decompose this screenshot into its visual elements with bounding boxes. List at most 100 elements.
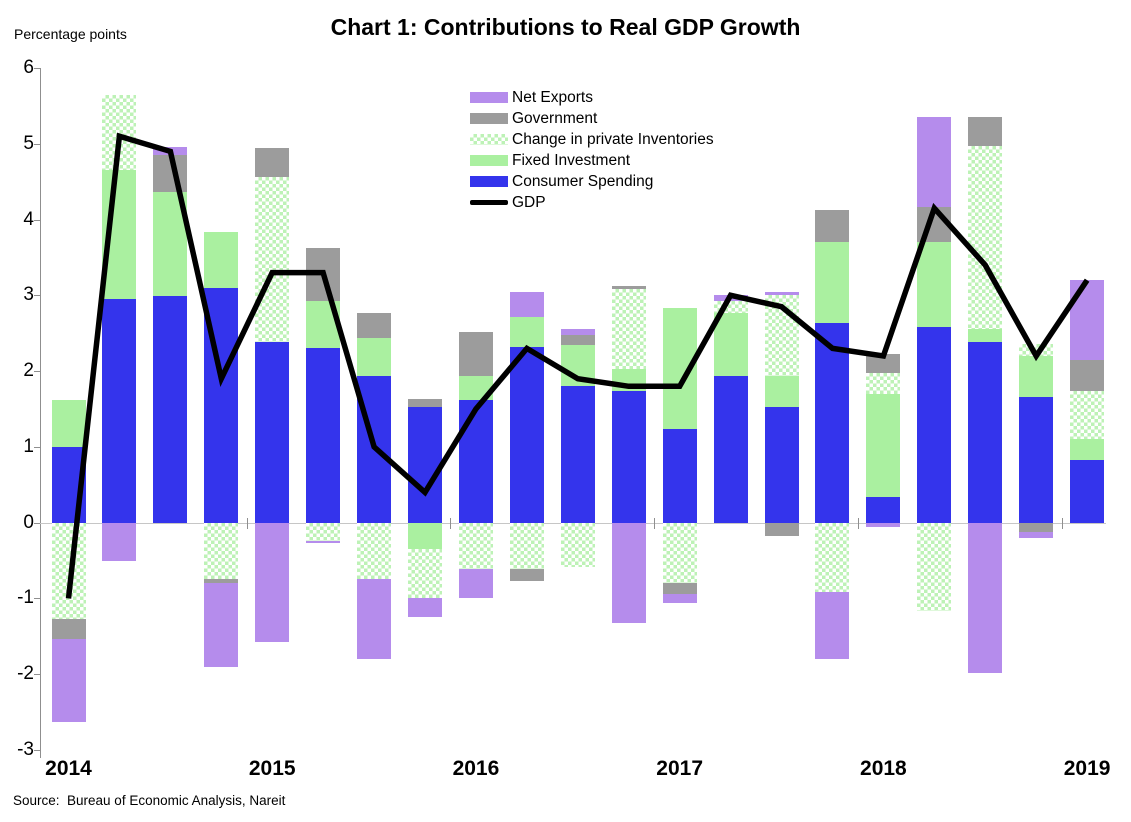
x-axis-year-label: 2014 bbox=[45, 757, 92, 780]
source-note: Source: Bureau of Economic Analysis, Nar… bbox=[13, 793, 286, 808]
y-axis-tick-label: 1 bbox=[23, 435, 34, 457]
x-axis-tick bbox=[857, 517, 859, 529]
bar-segment-fixed bbox=[408, 522, 442, 550]
bar-segment-government bbox=[458, 331, 493, 376]
y-axis-tick bbox=[34, 143, 40, 145]
bar-segment-netExports bbox=[968, 522, 1003, 673]
bar-segment-government bbox=[1070, 359, 1105, 391]
bar-segment-fixed bbox=[1019, 355, 1054, 397]
bar-segment-government bbox=[204, 578, 239, 583]
bar-segment-consumer bbox=[917, 327, 952, 523]
bar-segment-netExports bbox=[866, 522, 901, 528]
chart-title: Chart 1: Contributions to Real GDP Growt… bbox=[330, 14, 801, 40]
legend-item-net-exports: Net Exports bbox=[470, 87, 714, 108]
gdp-line-swatch-icon bbox=[470, 200, 508, 205]
bar-segment-government bbox=[815, 210, 850, 242]
bar-segment-government bbox=[866, 353, 901, 373]
bar-segment-fixed bbox=[968, 328, 1003, 343]
y-axis-tick bbox=[34, 446, 40, 448]
bar-segment-inventories bbox=[560, 522, 595, 567]
bar-segment-netExports bbox=[102, 522, 137, 562]
legend-label-gdp: GDP bbox=[512, 194, 546, 211]
legend-label-fixed-investment: Fixed Investment bbox=[512, 152, 631, 169]
bar-segment-netExports bbox=[306, 540, 341, 544]
bar-segment-netExports bbox=[51, 639, 86, 722]
bar-segment-fixed bbox=[51, 399, 86, 447]
bar-segment-consumer bbox=[611, 390, 646, 523]
x-axis-tick bbox=[1061, 517, 1063, 529]
bar-segment-consumer bbox=[153, 296, 188, 523]
bar-segment-netExports bbox=[662, 593, 697, 603]
bar-segment-government bbox=[357, 312, 392, 338]
x-axis-tick bbox=[450, 517, 452, 529]
bar-segment-inventories bbox=[968, 146, 1003, 329]
bar-segment-consumer bbox=[1019, 396, 1054, 523]
bar-segment-fixed bbox=[917, 241, 952, 328]
bar-segment-netExports bbox=[509, 291, 544, 317]
bar-segment-inventories bbox=[866, 372, 901, 394]
bar-segment-netExports bbox=[357, 578, 392, 660]
bar-segment-consumer bbox=[866, 496, 901, 523]
bar-segment-netExports bbox=[204, 582, 239, 667]
bar-segment-inventories bbox=[1070, 390, 1105, 440]
bar-segment-government bbox=[51, 618, 86, 640]
gdp-line-chart bbox=[65, 132, 1090, 599]
bar-segment-consumer bbox=[102, 299, 137, 523]
bar-segment-netExports bbox=[1019, 531, 1054, 538]
bar-segment-netExports bbox=[917, 117, 952, 208]
y-axis-tick-label: 5 bbox=[23, 132, 34, 154]
legend-item-consumer-spending: Consumer Spending bbox=[470, 171, 714, 192]
y-axis-tick bbox=[34, 598, 40, 600]
y-axis-line bbox=[40, 68, 41, 758]
bar-segment-consumer bbox=[968, 342, 1003, 523]
y-axis-tick-label: 2 bbox=[23, 360, 34, 382]
bar-segment-netExports bbox=[560, 329, 595, 335]
y-axis-tick-label: 6 bbox=[23, 57, 34, 78]
legend-label-net-exports: Net Exports bbox=[512, 89, 593, 106]
legend-label-inventories: Change in private Inventories bbox=[512, 131, 714, 148]
bar-segment-government bbox=[509, 568, 544, 581]
bar-segment-consumer bbox=[458, 399, 493, 523]
bar-segment-consumer bbox=[815, 322, 850, 523]
bar-segment-consumer bbox=[1070, 459, 1105, 523]
bar-segment-inventories bbox=[306, 522, 341, 541]
plot-area bbox=[40, 68, 1106, 750]
bar-segment-netExports bbox=[764, 291, 799, 296]
bar-segment-fixed bbox=[713, 312, 748, 376]
legend-item-government: Government bbox=[470, 108, 714, 129]
y-axis-tick-label: -2 bbox=[17, 663, 34, 685]
legend: Net Exports Government Change in private… bbox=[470, 87, 714, 213]
bar-segment-consumer bbox=[509, 346, 544, 523]
x-axis-year-label: 2019 bbox=[1063, 757, 1111, 780]
x-axis-year-label: 2018 bbox=[860, 757, 907, 780]
bar-segment-consumer bbox=[560, 386, 595, 523]
y-axis-tick-label: -1 bbox=[17, 587, 34, 609]
y-axis-tick bbox=[34, 219, 40, 221]
y-axis-tick-label: -3 bbox=[17, 739, 34, 760]
consumer-spending-swatch-icon bbox=[470, 176, 508, 187]
bar-segment-netExports bbox=[815, 592, 850, 660]
bar-segment-inventories bbox=[917, 522, 952, 612]
bar-segment-inventories bbox=[713, 301, 748, 313]
bar-segment-consumer bbox=[662, 429, 697, 523]
bar-segment-consumer bbox=[408, 407, 442, 523]
y-axis-tick bbox=[34, 371, 40, 373]
y-axis-tick bbox=[34, 522, 40, 524]
fixed-investment-swatch-icon bbox=[470, 155, 508, 166]
bar-segment-government bbox=[560, 334, 595, 345]
bar-segment-inventories bbox=[204, 522, 239, 579]
y-axis-tick bbox=[34, 68, 40, 69]
bar-segment-inventories bbox=[815, 522, 850, 593]
bar-segment-consumer bbox=[306, 347, 341, 523]
bar-segment-fixed bbox=[815, 241, 850, 323]
bar-segment-netExports bbox=[255, 522, 290, 643]
x-axis-year-label: 2017 bbox=[656, 757, 704, 780]
bar-segment-netExports bbox=[408, 598, 442, 617]
legend-item-inventories: Change in private Inventories bbox=[470, 129, 714, 150]
bar-segment-fixed bbox=[866, 393, 901, 497]
bar-segment-inventories bbox=[662, 522, 697, 583]
bar-segment-netExports bbox=[611, 522, 646, 624]
x-axis-tick bbox=[654, 517, 656, 529]
bar-segment-fixed bbox=[204, 232, 239, 288]
